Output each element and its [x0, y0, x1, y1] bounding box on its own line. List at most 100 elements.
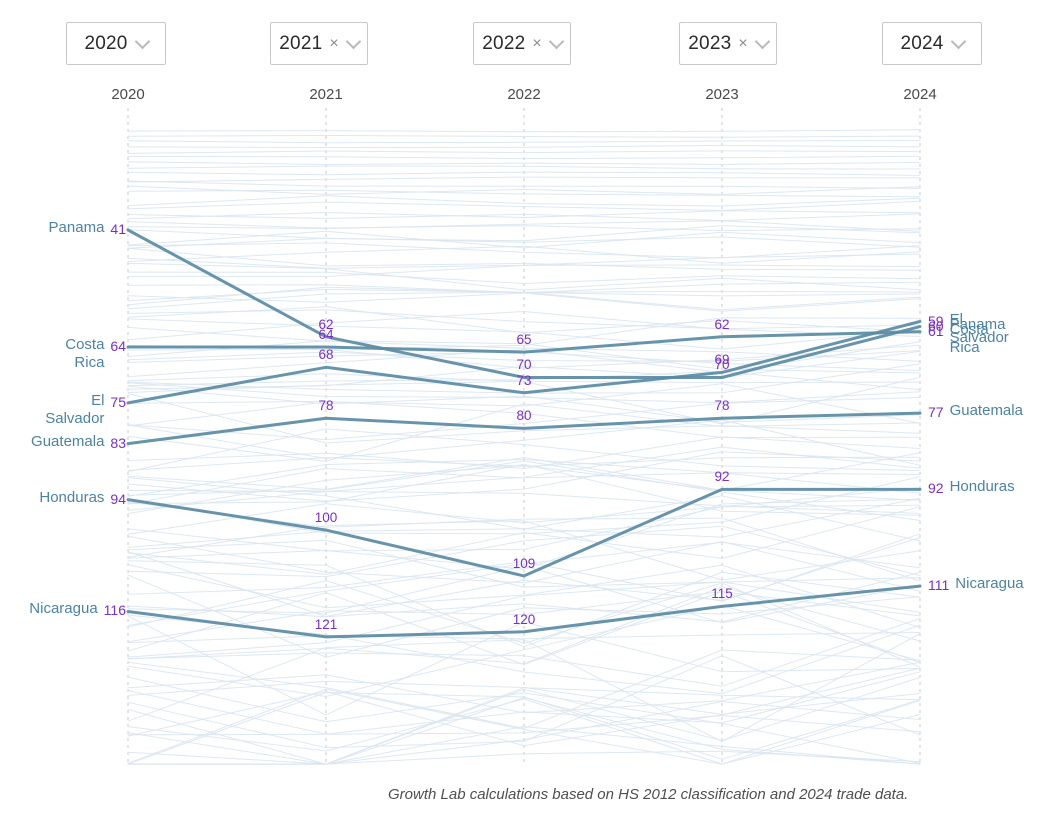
background-country-line: [127, 155, 921, 160]
background-country-line: [127, 452, 921, 491]
background-country-line: [127, 236, 921, 249]
right-label-guatemala: 77 Guatemala: [928, 402, 1023, 421]
background-country-line: [127, 541, 921, 626]
background-country-line: [127, 618, 921, 687]
background-country-line: [127, 571, 921, 623]
background-country-line: [127, 676, 921, 765]
country-line-costa-rica[interactable]: [126, 330, 922, 354]
background-country-line: [127, 220, 921, 232]
background-country-line: [127, 468, 921, 505]
rank-number: 111: [928, 577, 950, 594]
axis-year-label: 2020: [111, 86, 145, 103]
background-country-line: [127, 503, 921, 535]
background-country-line: [127, 701, 921, 765]
background-country-line: [127, 309, 921, 330]
rank-number: 94: [110, 490, 126, 507]
rank-number: 83: [110, 434, 126, 451]
background-country-line: [127, 632, 921, 644]
rank-number: 59: [928, 312, 944, 329]
country-line-nicaragua[interactable]: [126, 584, 922, 639]
right-label-costa-rica: 61 Costa Rica: [928, 321, 1020, 357]
background-country-line: [127, 726, 921, 765]
background-country-line: [127, 581, 921, 658]
background-country-line: [127, 671, 921, 735]
right-label-el-salvador: 59 El Salvador: [928, 311, 1020, 347]
background-country-line: [127, 459, 921, 497]
background-country-line: [127, 185, 921, 195]
axis-year-label: 2024: [903, 86, 937, 103]
background-country-line: [127, 476, 921, 535]
right-label-panama: 60 Panama: [928, 316, 1005, 335]
year-selector-label: 2023: [688, 32, 732, 54]
country-line-honduras[interactable]: [126, 487, 922, 578]
right-label-honduras: 92 Honduras: [928, 478, 1015, 497]
year-selector-2024[interactable]: 2024: [882, 22, 982, 65]
background-country-line: [127, 586, 921, 665]
remove-year-icon[interactable]: ×: [532, 35, 542, 52]
year-selector-2023[interactable]: 2023 ×: [679, 22, 777, 65]
background-country-line: [127, 397, 921, 441]
background-country-line: [127, 150, 921, 154]
country-name-label: Honduras: [39, 488, 105, 506]
right-label-nicaragua: 111 Nicaragua: [928, 575, 1024, 594]
background-country-line: [127, 564, 921, 628]
background-country-line: [127, 350, 921, 362]
year-selector-2020[interactable]: 2020: [66, 22, 166, 65]
rank-number: 64: [110, 337, 126, 354]
country-name-label: Guatemala: [31, 432, 105, 450]
background-country-line: [127, 264, 921, 277]
axis-year-label: 2022: [507, 86, 541, 103]
left-label-panama: Panama 41: [49, 219, 126, 238]
background-country-line: [127, 200, 921, 211]
background-country-line: [127, 189, 921, 198]
year-selector-2021[interactable]: 2021 ×: [270, 22, 368, 65]
background-country-line: [127, 180, 921, 189]
country-name-label: El Salvador: [949, 310, 1009, 346]
background-country-line: [127, 400, 921, 438]
country-name-label: Panama: [949, 315, 1006, 333]
background-country-line: [127, 580, 921, 668]
background-country-line: [127, 230, 921, 249]
source-caption: Growth Lab calculations based on HS 2012…: [388, 786, 909, 803]
country-line-panama[interactable]: [126, 228, 922, 379]
remove-year-icon[interactable]: ×: [738, 35, 748, 52]
left-label-guatemala: Guatemala 83: [31, 433, 126, 452]
background-country-line: [127, 195, 921, 207]
axis-year-label: 2021: [309, 86, 343, 103]
year-selector-label: 2024: [900, 32, 944, 54]
rank-number: 60: [928, 317, 944, 334]
background-country-line: [127, 688, 921, 765]
background-country-line: [127, 341, 921, 378]
background-country-line: [127, 385, 921, 423]
background-country-line: [127, 456, 921, 471]
background-country-line: [127, 311, 921, 341]
country-line-el-salvador[interactable]: [126, 320, 922, 405]
country-name-label: Honduras: [949, 478, 1015, 496]
background-country-line: [127, 697, 921, 765]
background-country-line: [127, 210, 921, 220]
year-selector-2022[interactable]: 2022 ×: [473, 22, 571, 65]
background-country-line: [127, 692, 921, 765]
country-name-label: Nicaragua: [955, 575, 1024, 593]
background-country-line: [127, 242, 921, 259]
background-country-line: [127, 318, 921, 350]
background-country-line: [127, 506, 921, 575]
background-country-line: [127, 655, 921, 749]
background-country-line: [127, 176, 921, 183]
background-country-line: [127, 535, 921, 592]
background-country-line: [127, 245, 921, 264]
background-country-line: [127, 213, 921, 221]
remove-year-icon[interactable]: ×: [329, 35, 339, 52]
background-country-line: [127, 144, 921, 148]
background-country-line: [127, 537, 921, 617]
rank-number: 116: [103, 602, 126, 619]
year-selector-label: 2020: [84, 32, 128, 54]
background-country-line: [127, 262, 921, 291]
background-country-line: [127, 590, 921, 666]
background-country-line: [127, 649, 921, 729]
country-line-guatemala[interactable]: [126, 411, 922, 446]
background-country-line: [127, 498, 921, 570]
background-country-line: [127, 533, 921, 602]
background-country-line: [127, 171, 921, 176]
background-country-line: [127, 403, 921, 462]
